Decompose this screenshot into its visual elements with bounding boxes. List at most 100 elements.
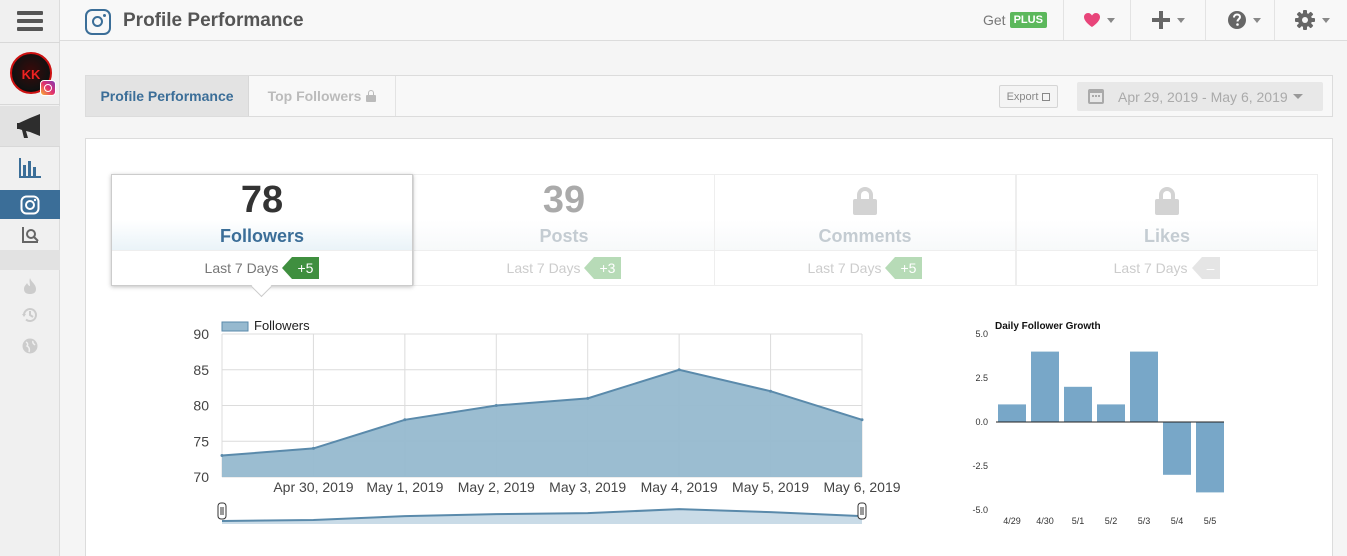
growth-bar xyxy=(1097,404,1125,422)
growth-bar xyxy=(998,404,1026,422)
followers-point xyxy=(860,418,864,422)
nav-item-trending[interactable] xyxy=(0,276,60,296)
left-nav: KK xyxy=(0,0,60,556)
history-icon xyxy=(22,308,37,323)
y-tick-label: 5.0 xyxy=(975,329,988,339)
get-plus-button[interactable]: Get PLUS xyxy=(983,12,1047,28)
stat-card-header: Likes xyxy=(1017,175,1317,251)
x-tick-label: 5/4 xyxy=(1171,516,1184,526)
export-button[interactable]: Export xyxy=(999,85,1058,108)
chevron-down-icon xyxy=(1322,17,1330,23)
nav-item-instagram[interactable] xyxy=(0,190,60,219)
stat-card-header: Comments xyxy=(715,175,1015,251)
x-tick-label: May 1, 2019 xyxy=(366,479,443,495)
header-divider xyxy=(1274,0,1275,40)
nav-item-analytics[interactable] xyxy=(0,152,60,184)
stat-card-followers[interactable]: 78 Followers Last 7 Days +5 xyxy=(111,174,413,286)
date-range-picker[interactable]: Apr 29, 2019 - May 6, 2019 xyxy=(1077,82,1323,111)
globe-icon xyxy=(22,338,38,354)
stat-footer: Last 7 Days +5 xyxy=(112,257,412,279)
stat-cards: 78 Followers Last 7 Days +5 39 Posts Las… xyxy=(111,174,1318,286)
navigator-area xyxy=(222,509,862,524)
growth-bar xyxy=(1130,351,1158,422)
followers-point xyxy=(220,454,224,458)
nav-item-history[interactable] xyxy=(0,305,60,325)
plus-icon xyxy=(1152,11,1170,29)
navigator-handle xyxy=(217,502,227,520)
stat-card-header: 39 Posts xyxy=(414,175,714,251)
stat-footer: Last 7 Days +3 xyxy=(414,257,714,279)
settings-menu[interactable] xyxy=(1294,8,1330,32)
legend-swatch xyxy=(221,321,249,332)
instagram-badge-icon xyxy=(40,80,56,96)
followers-area xyxy=(222,369,862,477)
chevron-down-icon xyxy=(1177,17,1185,23)
followers-point xyxy=(311,446,315,450)
navigator-line xyxy=(221,508,863,523)
avatar-letters: KK xyxy=(21,67,41,82)
followers-chart-svg: 90 85 80 75 70 Apr 30, 2019 May 1, 2019 May 2, … xyxy=(193,318,901,524)
report-search-icon xyxy=(22,227,39,243)
help-menu[interactable] xyxy=(1227,8,1261,32)
stat-label: Followers xyxy=(219,226,304,246)
stat-period: Last 7 Days xyxy=(506,260,581,276)
plus-badge: PLUS xyxy=(1009,12,1047,28)
stat-period: Last 7 Days xyxy=(204,260,279,276)
create-menu[interactable] xyxy=(1151,8,1185,32)
x-tick-label: 5/5 xyxy=(1204,516,1217,526)
stat-label: Posts xyxy=(539,226,589,246)
top-header: Profile Performance Get PLUS xyxy=(60,0,1347,41)
nav-divider xyxy=(0,146,60,147)
chevron-down-icon xyxy=(1107,17,1115,23)
chart-title: Daily Follower Growth xyxy=(995,321,1101,332)
instagram-icon xyxy=(20,195,40,214)
header-divider xyxy=(1205,0,1206,40)
stat-card-likes[interactable]: Likes Last 7 Days – xyxy=(1016,174,1318,286)
nav-item-reports[interactable] xyxy=(0,222,60,248)
y-tick-label: 0.0 xyxy=(975,417,988,427)
stat-value: 78 xyxy=(240,179,284,221)
menu-button[interactable] xyxy=(0,0,60,42)
x-tick-label: May 5, 2019 xyxy=(732,479,809,495)
x-tick-label: Apr 30, 2019 xyxy=(273,479,353,495)
y-tick-label: 2.5 xyxy=(975,373,988,383)
profile-avatar[interactable]: KK xyxy=(10,52,56,96)
header-divider xyxy=(1063,0,1064,40)
nav-separator xyxy=(0,250,60,270)
report-tab-bar: Profile Performance Top Followers Export… xyxy=(85,75,1333,117)
y-tick-label: 80 xyxy=(193,398,209,414)
tab-top-followers[interactable]: Top Followers xyxy=(249,76,396,116)
tab-profile-performance[interactable]: Profile Performance xyxy=(86,76,249,116)
followers-chart: 90 85 80 75 70 Apr 30, 2019 May 1, 2019 May 2, … xyxy=(170,310,910,540)
nav-divider xyxy=(0,104,60,105)
stat-card-comments[interactable]: Comments Last 7 Days +5 xyxy=(714,174,1016,286)
followers-point xyxy=(403,418,407,422)
stat-change-badge: +5 xyxy=(885,257,923,279)
growth-bar xyxy=(1064,386,1092,422)
x-tick-label: 5/1 xyxy=(1072,516,1085,526)
y-tick-label: -2.5 xyxy=(972,461,988,471)
menu-icon xyxy=(17,11,43,31)
export-label: Export xyxy=(1006,90,1039,103)
nav-item-publish[interactable] xyxy=(0,106,60,146)
followers-line xyxy=(221,368,863,457)
help-icon xyxy=(1228,11,1246,29)
nav-item-global[interactable] xyxy=(0,336,60,356)
chevron-down-icon xyxy=(1253,17,1261,23)
y-tick-label: -5.0 xyxy=(972,505,988,515)
stat-label: Comments xyxy=(818,226,912,246)
favorites-menu[interactable] xyxy=(1083,8,1115,32)
growth-bar xyxy=(1196,422,1224,493)
y-tick-label: 75 xyxy=(193,433,209,449)
megaphone-icon xyxy=(17,114,40,138)
calendar-icon xyxy=(1088,89,1104,104)
header-divider xyxy=(1130,0,1131,40)
gear-icon xyxy=(1295,10,1315,30)
x-tick-label: 5/2 xyxy=(1105,516,1118,526)
x-tick-label: 4/30 xyxy=(1036,516,1054,526)
stat-card-posts[interactable]: 39 Posts Last 7 Days +3 xyxy=(413,174,715,286)
stat-footer: Last 7 Days – xyxy=(1017,257,1317,279)
stat-period: Last 7 Days xyxy=(1113,260,1188,276)
chevron-down-icon xyxy=(1293,94,1303,99)
growth-bar xyxy=(1031,351,1059,422)
